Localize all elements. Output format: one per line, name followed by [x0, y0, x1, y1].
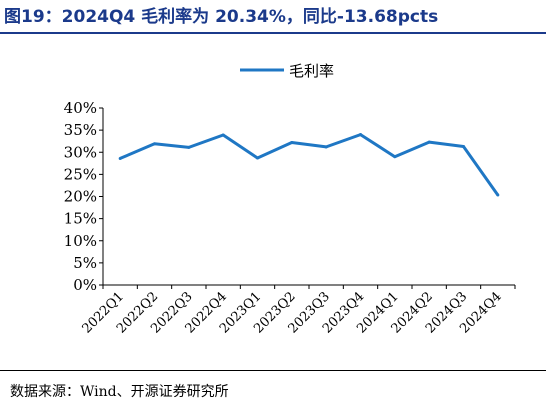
data-point [256, 156, 259, 160]
y-tick-label: 15% [64, 210, 97, 228]
data-source-note: 数据来源：Wind、开源证券研究所 [10, 384, 229, 400]
data-point [496, 193, 500, 197]
y-tick-label: 5% [73, 254, 97, 272]
data-point [393, 155, 397, 159]
title-divider [0, 32, 546, 34]
data-point [324, 145, 328, 149]
y-tick-label: 25% [64, 165, 97, 183]
series-line-gross-margin [119, 133, 500, 196]
data-point [153, 142, 156, 146]
y-tick-label: 0% [73, 276, 97, 294]
legend: 毛利率 [240, 62, 334, 80]
data-point [462, 144, 465, 148]
chart-title: 图19：2024Q4 毛利率为 20.34%，同比-13.68pcts [4, 7, 439, 27]
data-point [118, 156, 122, 160]
series-group [118, 133, 500, 197]
y-tick-label: 40% [64, 99, 97, 117]
data-point [359, 133, 362, 137]
y-tick-label: 35% [64, 121, 97, 139]
data-point [427, 140, 431, 144]
data-point [221, 133, 225, 137]
legend-label: 毛利率 [289, 62, 334, 80]
y-tick-label: 10% [64, 232, 97, 250]
y-tick-label: 30% [64, 143, 97, 161]
y-axis: 0% 5% 10% 15% 20% 25% 30% 35% 40% [64, 99, 104, 294]
y-tick-label: 20% [64, 188, 97, 206]
data-point [290, 141, 294, 145]
data-point [187, 145, 191, 149]
source-divider [0, 370, 546, 371]
x-axis: 2022Q12022Q22022Q32022Q42023Q12023Q22023… [80, 284, 516, 337]
